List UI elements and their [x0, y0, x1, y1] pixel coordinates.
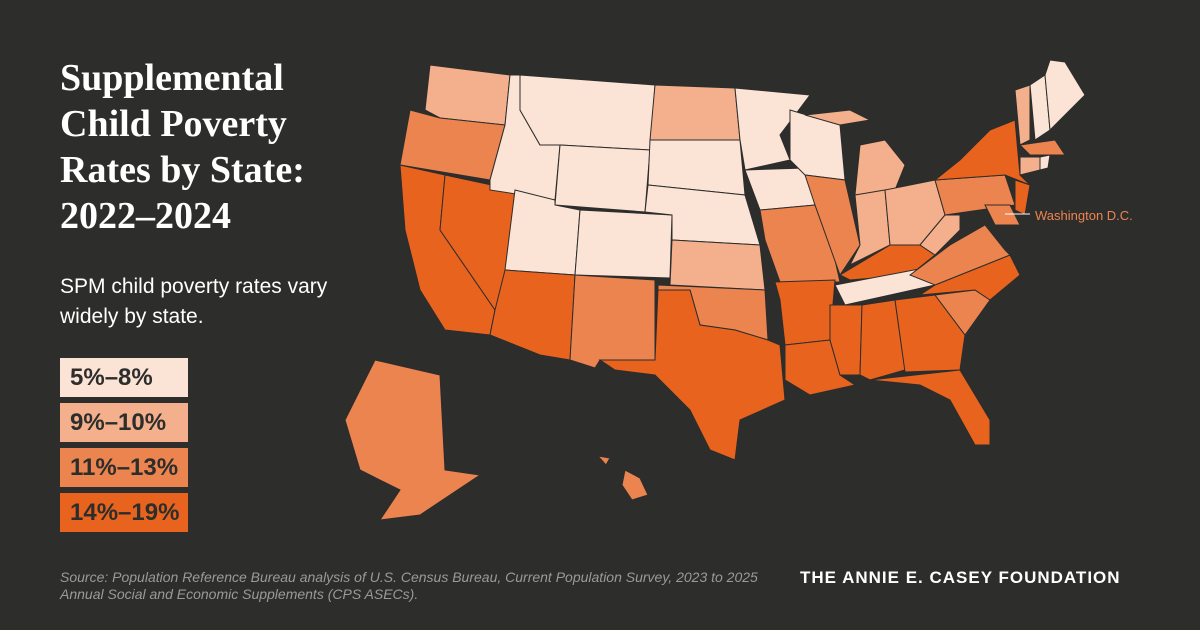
state	[1014, 84, 1031, 146]
state	[489, 269, 576, 361]
state	[569, 274, 656, 369]
state	[804, 109, 872, 126]
state	[854, 139, 906, 196]
legend-item: 5%–8%	[60, 358, 188, 397]
state	[984, 204, 1021, 226]
state	[598, 289, 786, 461]
state	[933, 119, 1031, 186]
state	[1019, 156, 1041, 176]
state	[919, 214, 961, 256]
state	[1039, 154, 1051, 171]
legend-item: 9%–10%	[60, 403, 188, 442]
state	[774, 279, 836, 346]
state	[649, 84, 741, 141]
source: Source: Population Reference Bureau anal…	[60, 569, 758, 602]
state	[804, 174, 861, 277]
state	[1014, 179, 1031, 216]
state	[829, 304, 863, 376]
legend-item: 14%–19%	[60, 493, 188, 532]
brand: THE ANNIE E. CASEY FOUNDATION	[800, 568, 1121, 587]
state	[669, 239, 766, 291]
state	[554, 144, 651, 213]
subtitle: SPM child poverty rates vary widely by s…	[60, 275, 328, 328]
title: Supplemental Child Poverty Rates by Stat…	[60, 57, 305, 237]
state	[859, 299, 906, 381]
state	[1044, 59, 1086, 132]
state	[519, 74, 656, 151]
state	[596, 455, 611, 466]
legend-item: 11%–13%	[60, 448, 188, 487]
state	[621, 469, 649, 501]
state	[574, 209, 673, 279]
state	[424, 64, 511, 126]
state	[894, 294, 966, 373]
legend: 5%–8% 9%–10% 11%–13% 14%–19%	[60, 358, 188, 538]
state	[344, 359, 482, 521]
state	[908, 224, 1011, 286]
state	[869, 369, 991, 446]
state	[1018, 139, 1066, 156]
state	[848, 189, 891, 267]
annotation: Washington D.C.	[1035, 208, 1133, 223]
